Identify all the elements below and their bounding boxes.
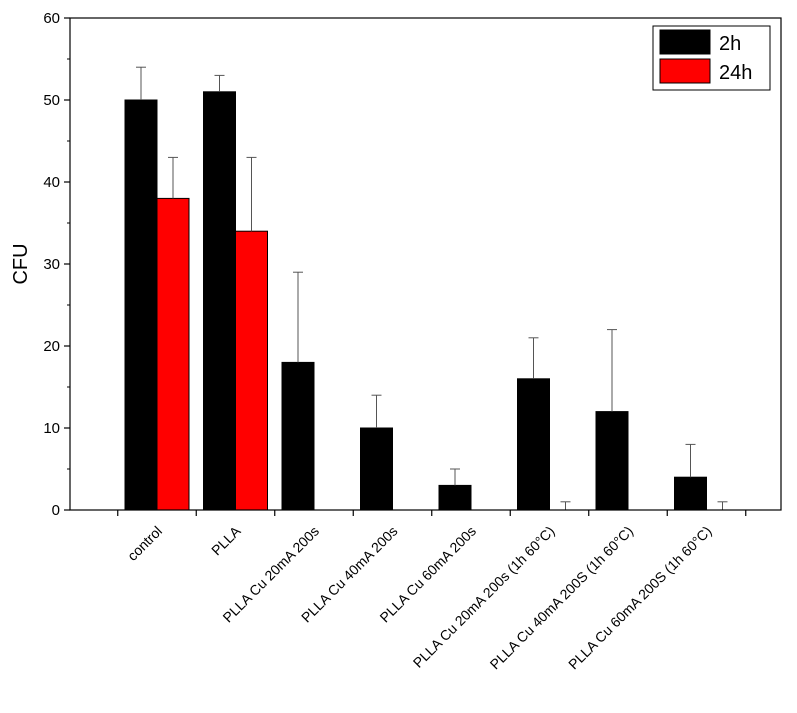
bar-2h-3 — [281, 361, 315, 511]
y-tick-label: 60 — [43, 10, 60, 27]
bar-24h-1 — [156, 197, 190, 511]
y-tick-label: 50 — [43, 92, 60, 109]
x-category-label: PLLA — [208, 522, 244, 558]
legend-swatch-24h — [659, 58, 711, 84]
y-tick-label: 10 — [43, 420, 60, 437]
x-category-label: PLLA Cu 20mA 200s (1h 60°C) — [410, 523, 558, 671]
bar-2h-5 — [438, 484, 472, 511]
x-category-label: PLLA Cu 60mA 200S (1h 60°C) — [565, 523, 715, 673]
bar-2h-4 — [360, 427, 393, 511]
bar-2h-8 — [674, 476, 707, 511]
bars-layer — [124, 91, 707, 511]
legend-swatch-2h — [659, 29, 711, 55]
x-category-label: PLLA Cu 40mA 200S (1h 60°C) — [487, 523, 637, 673]
bar-2h-1 — [124, 99, 158, 511]
legend-label-2h: 2h — [719, 33, 741, 55]
y-tick-label: 0 — [52, 502, 60, 519]
y-tick-label: 40 — [43, 174, 60, 191]
y-tick-label: 20 — [43, 338, 60, 355]
legend-label-24h: 24h — [719, 62, 752, 84]
bar-2h-7 — [595, 411, 629, 511]
y-tick-label: 30 — [43, 256, 60, 273]
bar-2h-6 — [517, 378, 550, 511]
bar-24h-2 — [235, 230, 268, 511]
error-bars-layer — [136, 66, 728, 510]
y-axis-title: CFU — [10, 243, 32, 284]
bar-2h-2 — [203, 91, 236, 511]
x-category-label: control — [124, 523, 165, 564]
